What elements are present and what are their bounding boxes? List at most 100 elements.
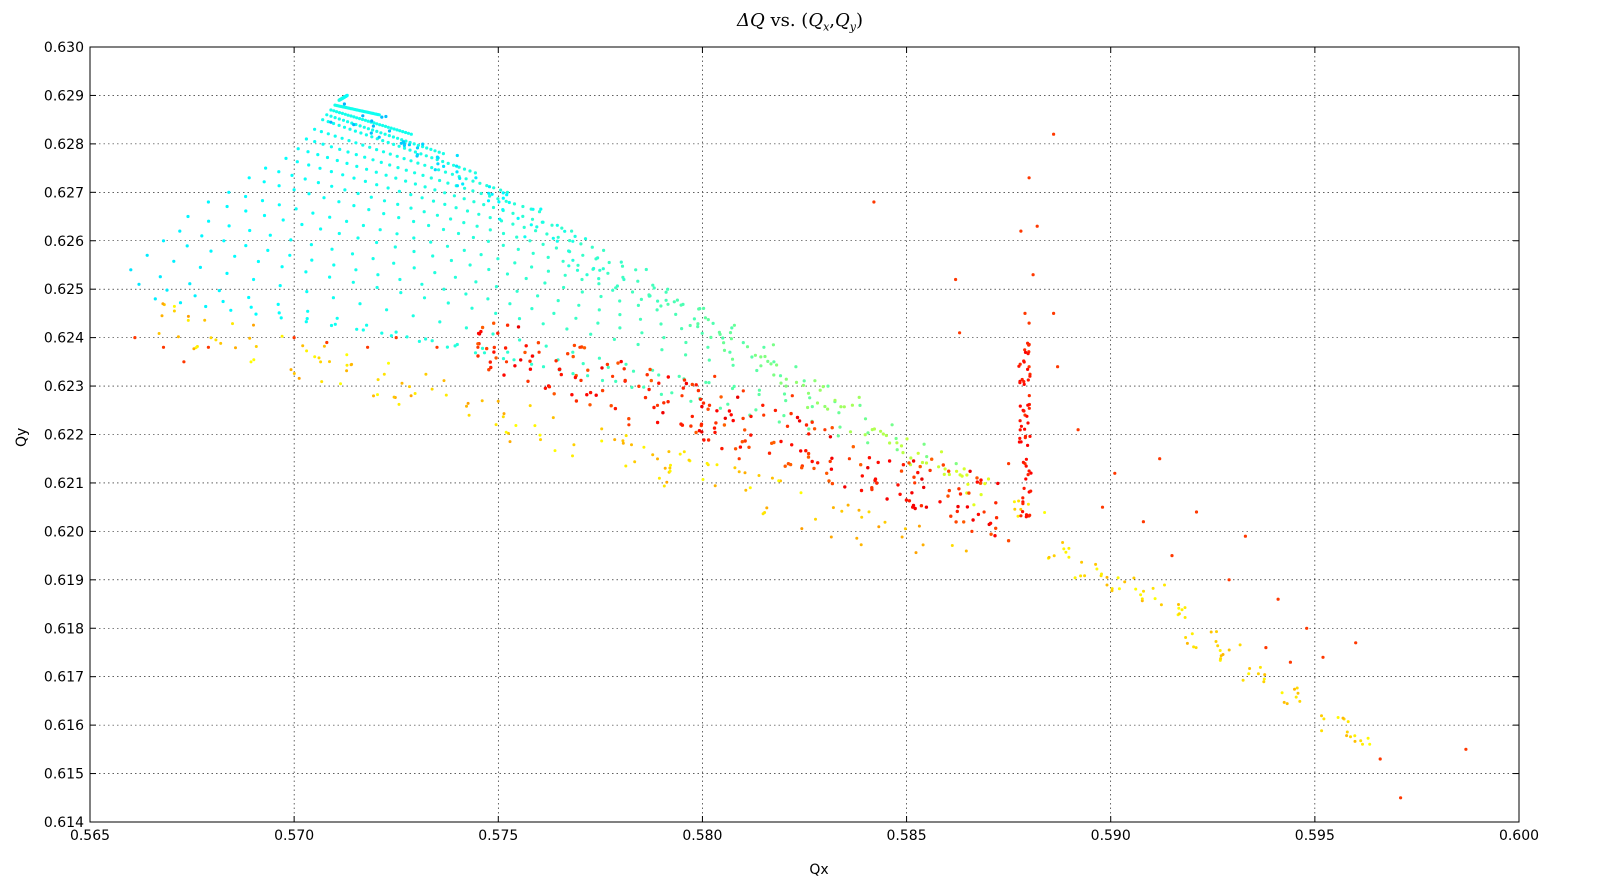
data-point xyxy=(456,231,461,236)
data-point xyxy=(600,378,605,383)
data-point xyxy=(806,451,811,456)
data-point xyxy=(556,235,560,239)
data-point xyxy=(573,375,578,380)
data-point xyxy=(989,532,993,536)
data-point xyxy=(568,239,572,243)
data-point xyxy=(777,479,781,483)
data-point xyxy=(478,181,482,185)
data-point xyxy=(623,378,627,383)
data-point xyxy=(422,210,426,214)
data-point xyxy=(366,345,370,349)
data-point xyxy=(1021,502,1025,506)
data-point xyxy=(413,392,417,395)
data-point xyxy=(1027,176,1031,180)
data-point xyxy=(488,194,492,198)
data-point xyxy=(1027,469,1031,473)
data-point xyxy=(186,314,190,318)
data-point xyxy=(794,365,798,369)
data-point xyxy=(388,152,392,156)
data-point xyxy=(488,216,492,220)
data-point xyxy=(516,216,520,220)
data-point xyxy=(823,404,827,409)
data-point xyxy=(501,357,506,361)
data-point xyxy=(279,316,283,320)
data-point xyxy=(726,402,730,406)
data-point xyxy=(161,239,166,243)
data-point xyxy=(401,130,405,134)
data-point xyxy=(363,155,367,159)
data-point xyxy=(486,199,491,203)
data-point xyxy=(227,224,231,228)
data-point xyxy=(1262,677,1266,681)
data-point xyxy=(1022,382,1026,386)
data-point xyxy=(890,423,894,427)
data-point xyxy=(983,482,987,486)
data-point xyxy=(538,433,542,437)
data-point xyxy=(1353,734,1357,738)
x-tick-label: 0.565 xyxy=(70,828,110,844)
data-point xyxy=(1345,734,1349,738)
data-point xyxy=(812,427,817,431)
data-point xyxy=(810,420,814,424)
data-point xyxy=(225,271,229,275)
data-point xyxy=(289,238,293,242)
data-point xyxy=(506,431,510,435)
data-point xyxy=(571,372,575,376)
data-point xyxy=(1031,273,1035,277)
data-point xyxy=(329,145,333,149)
data-point xyxy=(480,325,485,330)
data-point xyxy=(489,365,493,370)
data-point xyxy=(340,136,344,140)
data-point xyxy=(579,242,583,246)
data-point xyxy=(541,365,546,369)
data-point xyxy=(482,203,486,207)
data-point xyxy=(477,212,481,216)
data-point xyxy=(508,302,512,306)
data-point xyxy=(363,118,367,122)
data-point xyxy=(669,463,672,467)
data-point xyxy=(397,189,401,193)
data-point xyxy=(674,312,678,316)
data-point xyxy=(292,336,296,340)
y-tick-label: 0.620 xyxy=(44,524,84,540)
data-point xyxy=(1180,608,1184,612)
data-point xyxy=(830,481,835,486)
data-point xyxy=(572,443,576,447)
data-point xyxy=(381,139,385,143)
data-point xyxy=(624,362,628,366)
data-point xyxy=(925,455,929,459)
data-point xyxy=(429,176,433,180)
data-point xyxy=(582,346,587,350)
data-point xyxy=(178,229,182,233)
data-point xyxy=(539,207,543,211)
data-point xyxy=(799,449,803,453)
data-point xyxy=(260,199,265,203)
data-point xyxy=(775,363,779,367)
data-point xyxy=(431,254,435,258)
data-point xyxy=(627,423,631,427)
data-point xyxy=(711,321,715,325)
data-point xyxy=(424,154,428,158)
data-point xyxy=(352,176,356,180)
data-point xyxy=(806,391,811,395)
data-point xyxy=(380,115,384,119)
data-point xyxy=(452,163,456,167)
data-point xyxy=(556,299,560,303)
data-point xyxy=(343,112,347,116)
data-point xyxy=(1153,597,1157,601)
data-point xyxy=(971,518,975,522)
data-point xyxy=(375,240,379,245)
data-point xyxy=(611,374,615,378)
data-point xyxy=(979,478,983,482)
data-point xyxy=(907,461,911,465)
data-point xyxy=(333,116,337,120)
data-point xyxy=(1023,311,1027,315)
data-point xyxy=(457,165,461,169)
data-point xyxy=(1026,421,1030,425)
data-point xyxy=(420,196,424,200)
data-point xyxy=(700,331,704,335)
data-point xyxy=(592,266,596,271)
data-point xyxy=(306,309,310,313)
data-point xyxy=(417,339,421,343)
data-point xyxy=(804,423,809,427)
